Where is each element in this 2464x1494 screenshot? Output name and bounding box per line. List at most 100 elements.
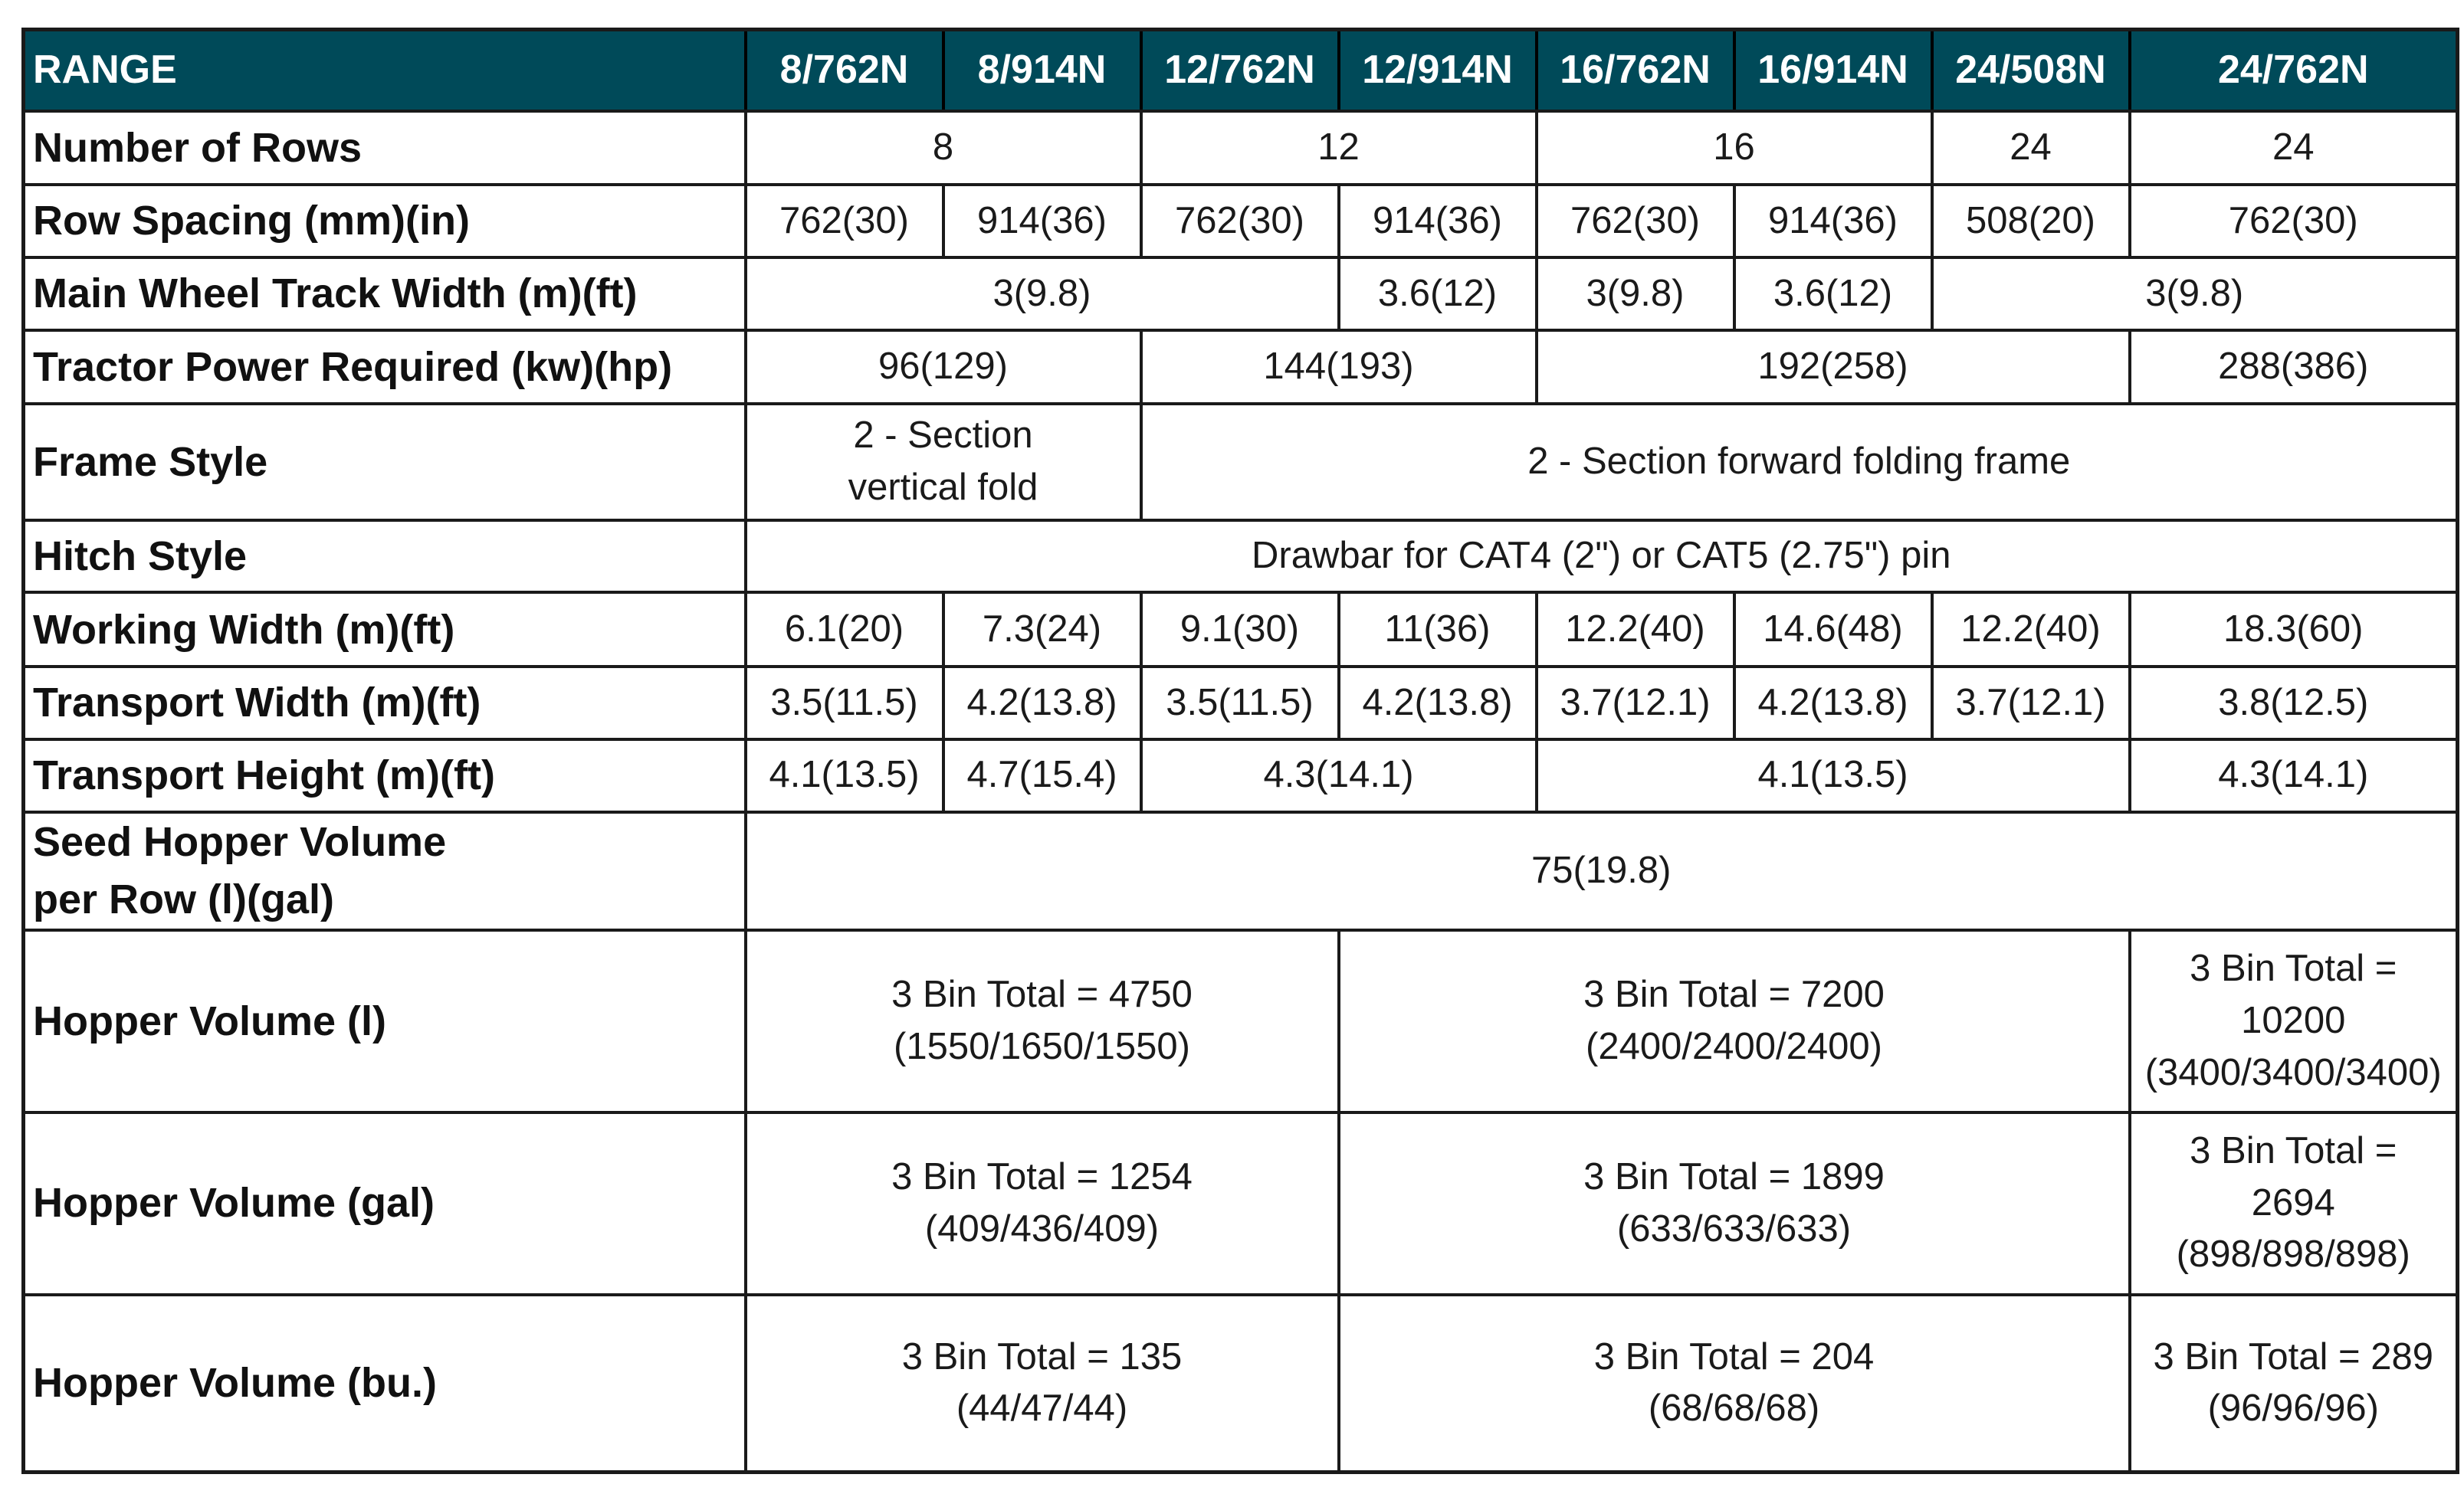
model-header: 16/914N <box>1732 28 1934 113</box>
table-cell: 14.6(48) <box>1732 591 1934 669</box>
cell-line: (68/68/68) <box>1648 1388 1820 1430</box>
row-label: Seed Hopper Volume per Row (l)(gal) <box>21 810 747 932</box>
table-cell: 3.6(12) <box>1337 255 1538 332</box>
table-cell: 7.3(24) <box>941 591 1143 669</box>
table-cell: 12 <box>1139 109 1538 187</box>
cell-line: 2694 <box>2251 1181 2335 1224</box>
table-cell: 96(129) <box>743 328 1143 406</box>
table-cell: 3 Bin Total = 7200 (2400/2400/2400) <box>1337 928 2131 1114</box>
table-cell: 914(36) <box>1732 183 1934 259</box>
table-cell: 3.7(12.1) <box>1534 665 1736 741</box>
table-cell: 8 <box>743 109 1143 187</box>
cell-line: 3 Bin Total = <box>2190 1130 2397 1172</box>
row-label: Hitch Style <box>21 518 747 595</box>
table-cell: 3 Bin Total = 2694 (898/898/898) <box>2128 1110 2459 1296</box>
table-cell: 144(193) <box>1139 328 1538 406</box>
table-cell: 3.5(11.5) <box>1139 665 1340 741</box>
table-row: Working Width (m)(ft) 6.1(20) 7.3(24) 9.… <box>21 591 2459 669</box>
table-cell: 762(30) <box>743 183 945 259</box>
table-row: Hitch Style Drawbar for CAT4 (2") or CAT… <box>21 518 2459 595</box>
table-cell: 9.1(30) <box>1139 591 1340 669</box>
cell-line: 3 Bin Total = <box>2190 948 2397 990</box>
table-cell: 3(9.8) <box>1930 255 2459 332</box>
table-cell: 12.2(40) <box>1930 591 2131 669</box>
table-cell: 3(9.8) <box>1534 255 1736 332</box>
table-row: Row Spacing (mm)(in) 762(30) 914(36) 762… <box>21 183 2459 259</box>
table-cell: 16 <box>1534 109 1934 187</box>
table-cell: 11(36) <box>1337 591 1538 669</box>
table-cell: 24 <box>2128 109 2459 187</box>
table-cell: 3.8(12.5) <box>2128 665 2459 741</box>
table-cell: 3 Bin Total = 204 (68/68/68) <box>1337 1293 2131 1474</box>
model-header: 24/762N <box>2128 28 2459 113</box>
cell-line: vertical fold <box>848 467 1038 509</box>
table-cell: 762(30) <box>1534 183 1736 259</box>
table-cell: Drawbar for CAT4 (2") or CAT5 (2.75") pi… <box>743 518 2459 595</box>
spec-table: RANGE 8/762N 8/914N 12/762N 12/914N 16/7… <box>21 28 2459 1474</box>
table-cell: 3 Bin Total = 1899 (633/633/633) <box>1337 1110 2131 1296</box>
row-label: Main Wheel Track Width (m)(ft) <box>21 255 747 332</box>
row-label: Tractor Power Required (kw)(hp) <box>21 328 747 406</box>
row-label: Frame Style <box>21 402 747 522</box>
range-header: RANGE <box>21 28 747 113</box>
table-cell: 3 Bin Total = 135 (44/47/44) <box>743 1293 1340 1474</box>
cell-line: 2 - Section <box>853 414 1033 457</box>
model-header: 8/762N <box>743 28 945 113</box>
cell-line: (3400/3400/3400) <box>2144 1051 2442 1093</box>
table-cell: 3 Bin Total = 1254 (409/436/409) <box>743 1110 1340 1296</box>
table-cell: 4.1(13.5) <box>743 737 945 814</box>
cell-line: 3 Bin Total = 7200 <box>1583 974 1885 1016</box>
cell-line: (409/436/409) <box>924 1207 1160 1250</box>
table-row: Transport Height (m)(ft) 4.1(13.5) 4.7(1… <box>21 737 2459 814</box>
table-cell: 2 - Section vertical fold <box>743 402 1143 522</box>
table-cell: 914(36) <box>941 183 1143 259</box>
table-row: Hopper Volume (gal) 3 Bin Total = 1254 (… <box>21 1110 2459 1296</box>
table-row: Frame Style 2 - Section vertical fold 2 … <box>21 402 2459 522</box>
table-cell: 24 <box>1930 109 2131 187</box>
table-row: Number of Rows 8 12 16 24 24 <box>21 109 2459 187</box>
row-label: Hopper Volume (l) <box>21 928 747 1114</box>
table-cell: 4.7(15.4) <box>941 737 1143 814</box>
row-label: Number of Rows <box>21 109 747 187</box>
cell-line: 3 Bin Total = 1899 <box>1583 1156 1885 1198</box>
table-cell: 288(386) <box>2128 328 2459 406</box>
model-header: 24/508N <box>1930 28 2131 113</box>
cell-line: (898/898/898) <box>2176 1234 2410 1276</box>
model-header: 12/914N <box>1337 28 1538 113</box>
cell-line: (2400/2400/2400) <box>1586 1025 1882 1067</box>
table-row: Hopper Volume (bu.) 3 Bin Total = 135 (4… <box>21 1293 2459 1474</box>
table-cell: 192(258) <box>1534 328 2131 406</box>
table-cell: 3.7(12.1) <box>1930 665 2131 741</box>
table-row: Transport Width (m)(ft) 3.5(11.5) 4.2(13… <box>21 665 2459 741</box>
row-label: Hopper Volume (bu.) <box>21 1293 747 1474</box>
table-cell: 3 Bin Total = 289 (96/96/96) <box>2128 1293 2459 1474</box>
cell-line: 3 Bin Total = 4750 <box>891 974 1193 1016</box>
row-label: Transport Height (m)(ft) <box>21 737 747 814</box>
table-cell: 3.6(12) <box>1732 255 1934 332</box>
table-cell: 4.2(13.8) <box>1732 665 1934 741</box>
label-line: Seed Hopper Volume <box>33 819 447 866</box>
table-cell: 4.2(13.8) <box>1337 665 1538 741</box>
table-cell: 4.3(14.1) <box>1139 737 1538 814</box>
table-cell: 12.2(40) <box>1534 591 1736 669</box>
cell-line: 3 Bin Total = 1254 <box>891 1156 1193 1198</box>
table-row: Tractor Power Required (kw)(hp) 96(129) … <box>21 328 2459 406</box>
table-cell: 3.5(11.5) <box>743 665 945 741</box>
cell-line: (44/47/44) <box>956 1388 1128 1430</box>
table-cell: 508(20) <box>1930 183 2131 259</box>
table-cell: 914(36) <box>1337 183 1538 259</box>
table-cell: 762(30) <box>2128 183 2459 259</box>
table-cell: 4.2(13.8) <box>941 665 1143 741</box>
cell-line: 3 Bin Total = 204 <box>1593 1335 1875 1378</box>
cell-line: 3 Bin Total = 289 <box>2153 1335 2433 1378</box>
table-cell: 3(9.8) <box>743 255 1340 332</box>
cell-line: (1550/1650/1550) <box>894 1025 1190 1067</box>
cell-line: 3 Bin Total = 135 <box>901 1335 1183 1378</box>
model-header: 12/762N <box>1139 28 1340 113</box>
table-cell: 4.1(13.5) <box>1534 737 2131 814</box>
table-cell: 3 Bin Total = 10200 (3400/3400/3400) <box>2128 928 2459 1114</box>
cell-line: (96/96/96) <box>2207 1388 2379 1430</box>
table-row: Main Wheel Track Width (m)(ft) 3(9.8) 3.… <box>21 255 2459 332</box>
model-header: 16/762N <box>1534 28 1736 113</box>
table-cell: 4.3(14.1) <box>2128 737 2459 814</box>
